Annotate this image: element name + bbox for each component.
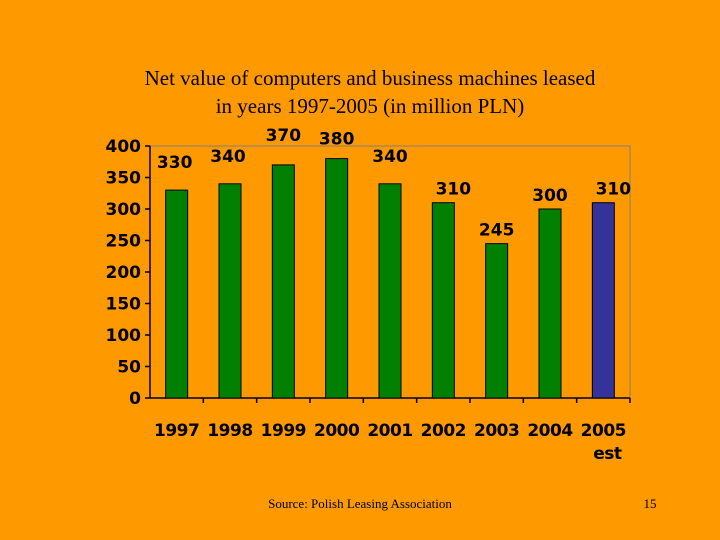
page-number: 15 bbox=[643, 496, 657, 511]
y-tick-label: 300 bbox=[106, 200, 142, 220]
data-label-2000: 380 bbox=[319, 130, 355, 150]
x-tick-label-2001: 2001 bbox=[367, 421, 412, 441]
x-tick-label-1997: 1997 bbox=[154, 421, 199, 441]
x-tick-label-1999: 1999 bbox=[261, 421, 306, 441]
data-label-2004: 300 bbox=[532, 186, 568, 206]
x-tick-label-2005: 2005 bbox=[581, 421, 626, 441]
data-label-2001: 340 bbox=[372, 147, 408, 167]
y-tick-label: 400 bbox=[106, 137, 142, 157]
data-label-1998: 340 bbox=[210, 147, 246, 167]
x-tick-sublabel-2005: est bbox=[593, 444, 622, 464]
bar-1997 bbox=[165, 189, 189, 399]
chart-title-line-1: Net value of computers and business mach… bbox=[144, 66, 596, 90]
bar-2000 bbox=[325, 158, 349, 399]
y-tick-label: 50 bbox=[117, 358, 141, 378]
y-tick-label: 150 bbox=[106, 295, 142, 315]
y-tick-label: 350 bbox=[106, 169, 142, 189]
data-label-1999: 370 bbox=[266, 126, 302, 146]
y-tick-label: 250 bbox=[106, 232, 142, 252]
bar-1999 bbox=[271, 164, 295, 399]
x-tick-label-1998: 1998 bbox=[207, 421, 252, 441]
data-label-2002: 310 bbox=[436, 180, 472, 200]
y-tick-label: 100 bbox=[106, 326, 142, 346]
bar-2001 bbox=[378, 183, 402, 399]
bar-1998 bbox=[218, 183, 242, 399]
data-label-2003: 245 bbox=[479, 221, 515, 241]
x-tick-label-2002: 2002 bbox=[421, 421, 466, 441]
x-tick-label-2003: 2003 bbox=[474, 421, 519, 441]
source-note: Source: Polish Leasing Association bbox=[268, 496, 452, 511]
bar-2003 bbox=[485, 243, 509, 399]
y-tick-label: 200 bbox=[106, 263, 142, 283]
bar-2004 bbox=[538, 208, 562, 399]
chart-title-line-2: in years 1997-2005 (in million PLN) bbox=[215, 94, 525, 118]
data-label-2005: 310 bbox=[596, 180, 632, 200]
data-label-1997: 330 bbox=[157, 153, 193, 173]
x-tick-label-2000: 2000 bbox=[314, 421, 360, 441]
x-tick-label-2004: 2004 bbox=[527, 421, 573, 441]
chart-title: Net value of computers and business mach… bbox=[60, 64, 680, 120]
y-tick-label: 0 bbox=[129, 389, 141, 409]
bar-2002 bbox=[431, 202, 455, 399]
bar-2005 bbox=[591, 202, 615, 399]
bar-chart: 0 50 100 150 200 250 300 350 400 330 1997 340 1998 37… bbox=[106, 126, 632, 464]
